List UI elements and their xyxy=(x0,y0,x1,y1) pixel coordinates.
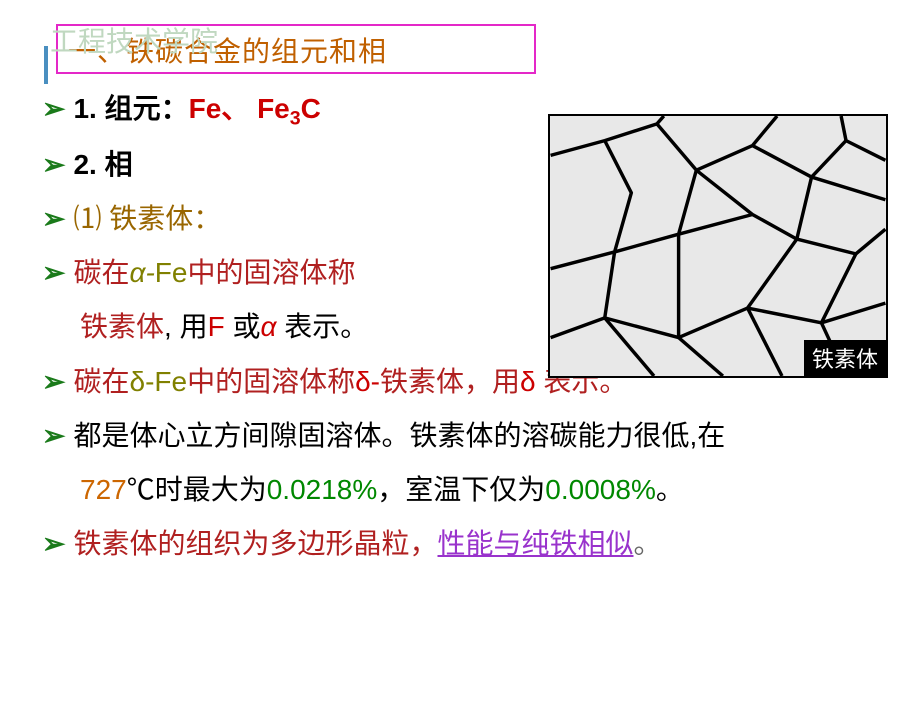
l5b: , 用 xyxy=(164,311,208,342)
l6c: 中的固溶体称 xyxy=(187,366,355,397)
l5c: F xyxy=(208,311,225,342)
chevron-icon: ➢ xyxy=(42,420,65,451)
l8c: 0.0218% xyxy=(267,474,378,505)
watermark-text: 工程技术学院 xyxy=(50,20,218,60)
bullet-6b: 727℃时最大为0.0218%，室温下仅为0.0008%。 xyxy=(42,463,900,517)
l4a: 碳在 xyxy=(73,257,129,288)
chevron-icon: ➢ xyxy=(42,257,65,288)
chevron-icon: ➢ xyxy=(42,93,65,124)
l6f: δ xyxy=(520,366,536,397)
chevron-icon: ➢ xyxy=(42,203,65,234)
l6e: 铁素体，用 xyxy=(380,366,520,397)
l8d: ，室温下仅为 xyxy=(377,474,545,505)
l6a: 碳在 xyxy=(73,366,129,397)
l6d: δ- xyxy=(355,366,380,397)
l5f: 表示。 xyxy=(276,311,368,342)
l8f: 。 xyxy=(656,474,684,505)
l8a: 727 xyxy=(80,474,127,505)
l6b: δ-Fe xyxy=(129,366,187,397)
bullet-7: ➢ 铁素体的组织为多边形晶粒，性能与纯铁相似。 xyxy=(42,517,900,571)
l4b: α- xyxy=(129,257,154,288)
l8b: ℃时最大为 xyxy=(127,474,267,505)
bullet-3-text: ⑴ 铁素体： xyxy=(73,203,221,234)
l8e: 0.0008% xyxy=(545,474,656,505)
figure-label: 铁素体 xyxy=(804,340,886,376)
l5e: α xyxy=(260,311,276,342)
accent-line xyxy=(44,46,48,84)
bullet-1-lead: 1. 组元： xyxy=(73,93,188,124)
bullet-2-text: 2. 相 xyxy=(73,149,132,180)
l4d: 中的固溶体称 xyxy=(187,257,355,288)
l9a: 铁素体的组织为多边形晶粒， xyxy=(73,528,437,559)
l7a: 都是体心立方间隙固溶体。铁素体的溶碳能力很低,在 xyxy=(73,420,725,451)
l4c: Fe xyxy=(155,257,188,288)
bullet-6: ➢ 都是体心立方间隙固溶体。铁素体的溶碳能力很低,在 xyxy=(42,409,900,463)
grain-boundary-svg xyxy=(550,116,886,376)
l9c: 。 xyxy=(634,528,662,559)
l9b: 性能与纯铁相似 xyxy=(437,528,633,559)
fe3c-sub: 3 xyxy=(290,108,301,130)
chevron-icon: ➢ xyxy=(42,528,65,559)
microstructure-figure: 铁素体 xyxy=(548,114,888,378)
chevron-icon: ➢ xyxy=(42,149,65,180)
fe3c-c: C xyxy=(301,93,321,124)
chevron-icon: ➢ xyxy=(42,366,65,397)
l5d: 或 xyxy=(225,311,261,342)
fe-label: Fe、 Fe xyxy=(189,93,290,124)
l5a: 铁素体 xyxy=(80,311,164,342)
